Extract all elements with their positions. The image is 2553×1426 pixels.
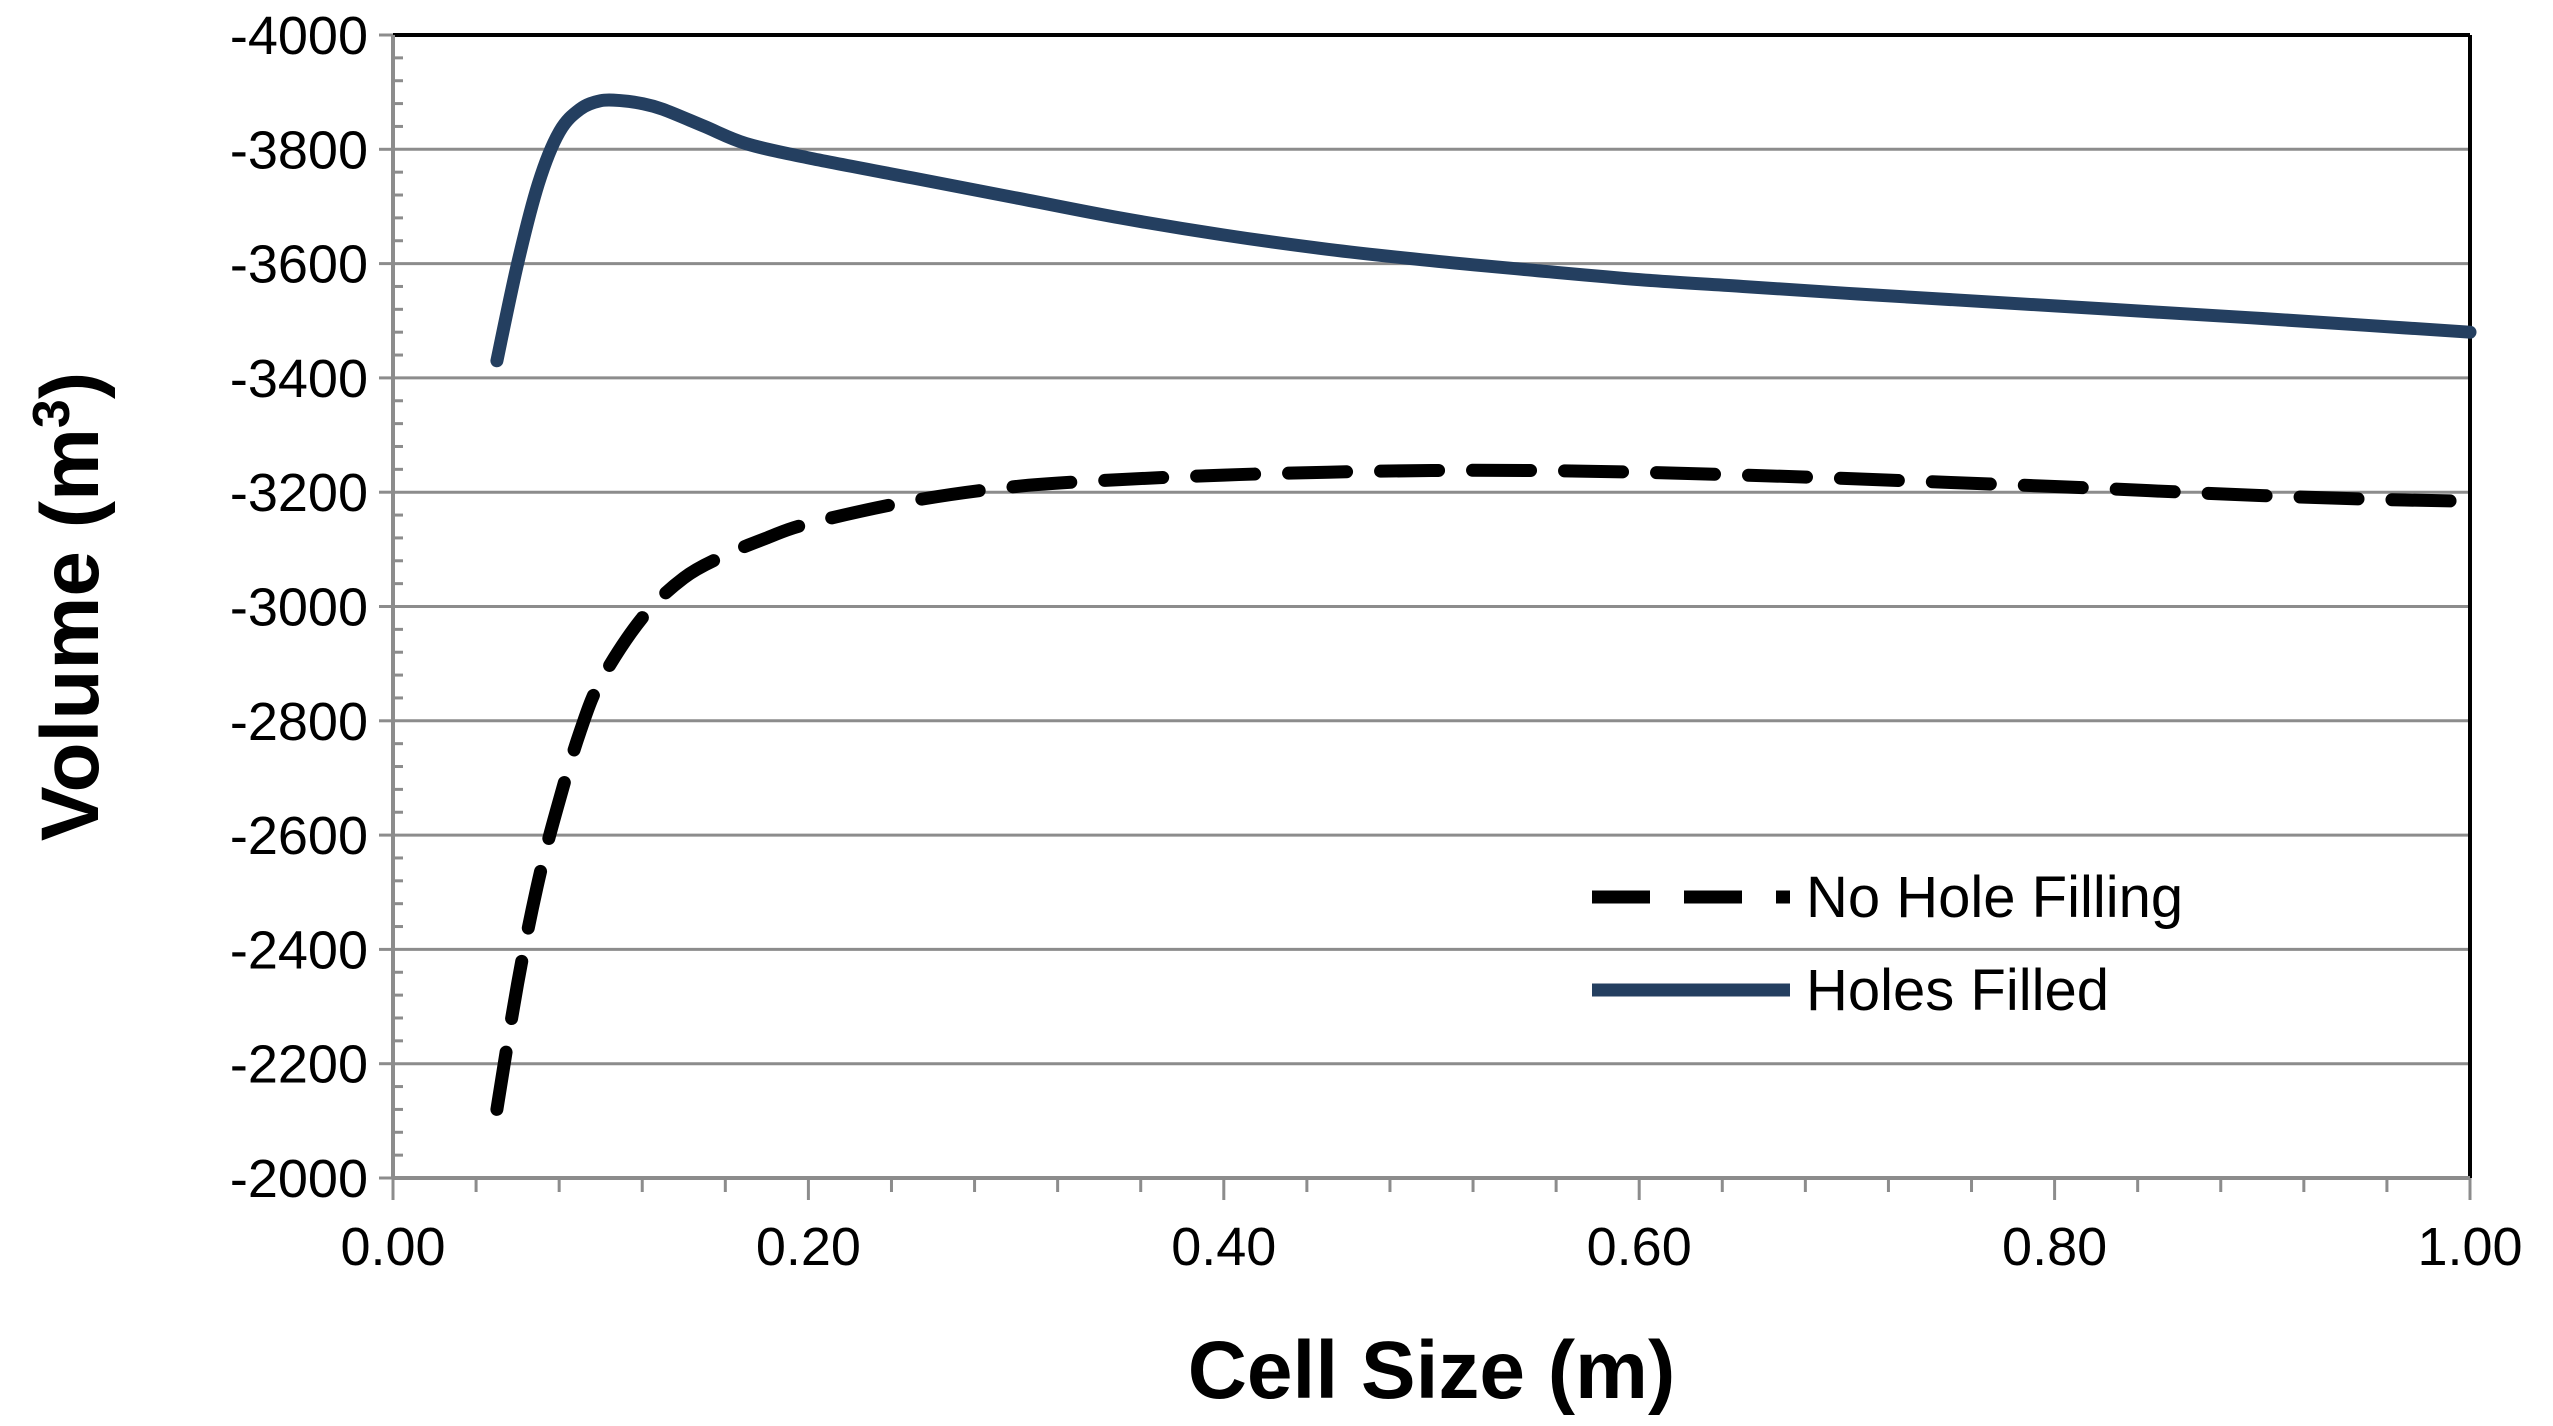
x-tick-label: 0.80 (2002, 1217, 2107, 1277)
series-group (490, 93, 2477, 1116)
y-tick-label: -2400 (230, 920, 368, 980)
series-line-holes-filled (490, 93, 2477, 368)
x-tick-label: 0.20 (756, 1217, 861, 1277)
y-axis-title-main: Volume (m (25, 428, 116, 841)
y-tick-label: -2800 (230, 692, 368, 752)
y-axis-title: Volume (m3) (23, 372, 116, 841)
x-axis-tick-marks (391, 1178, 2472, 1200)
series-line-no-hole-filling (490, 463, 2477, 1116)
x-axis-tick-labels: 0.00 0.20 0.40 0.60 0.80 1.00 (340, 1217, 2522, 1277)
y-tick-label: -4000 (230, 6, 368, 66)
x-axis-title: Cell Size (m) (1188, 1325, 1676, 1416)
y-tick-label: -2000 (230, 1149, 368, 1209)
y-axis-title-superscript: 3 (23, 399, 81, 428)
y-tick-label: -3400 (230, 349, 368, 409)
legend: No Hole Filling Holes Filled (1592, 865, 2183, 1023)
y-tick-label: -3600 (230, 235, 368, 295)
y-tick-label: -3000 (230, 578, 368, 638)
x-tick-label: 1.00 (2417, 1217, 2522, 1277)
y-axis-tick-labels: -4000 -3800 -3600 -3400 -3200 -3000 -2800 -2600… (230, 6, 368, 1209)
y-tick-label: -2200 (230, 1035, 368, 1095)
plot-frame (391, 33, 2472, 1180)
legend-label-no-hole-filling: No Hole Filling (1806, 865, 2183, 930)
x-tick-label: 0.40 (1171, 1217, 1276, 1277)
y-axis-tick-marks (379, 33, 403, 1180)
y-tick-label: -3200 (230, 463, 368, 523)
y-tick-label: -2600 (230, 806, 368, 866)
y-axis-title-close: ) (25, 372, 116, 399)
x-tick-label: 0.00 (340, 1217, 445, 1277)
gridlines (393, 147, 2470, 1066)
y-tick-label: -3800 (230, 120, 368, 180)
legend-label-holes-filled: Holes Filled (1806, 958, 2109, 1023)
x-tick-label: 0.60 (1587, 1217, 1692, 1277)
